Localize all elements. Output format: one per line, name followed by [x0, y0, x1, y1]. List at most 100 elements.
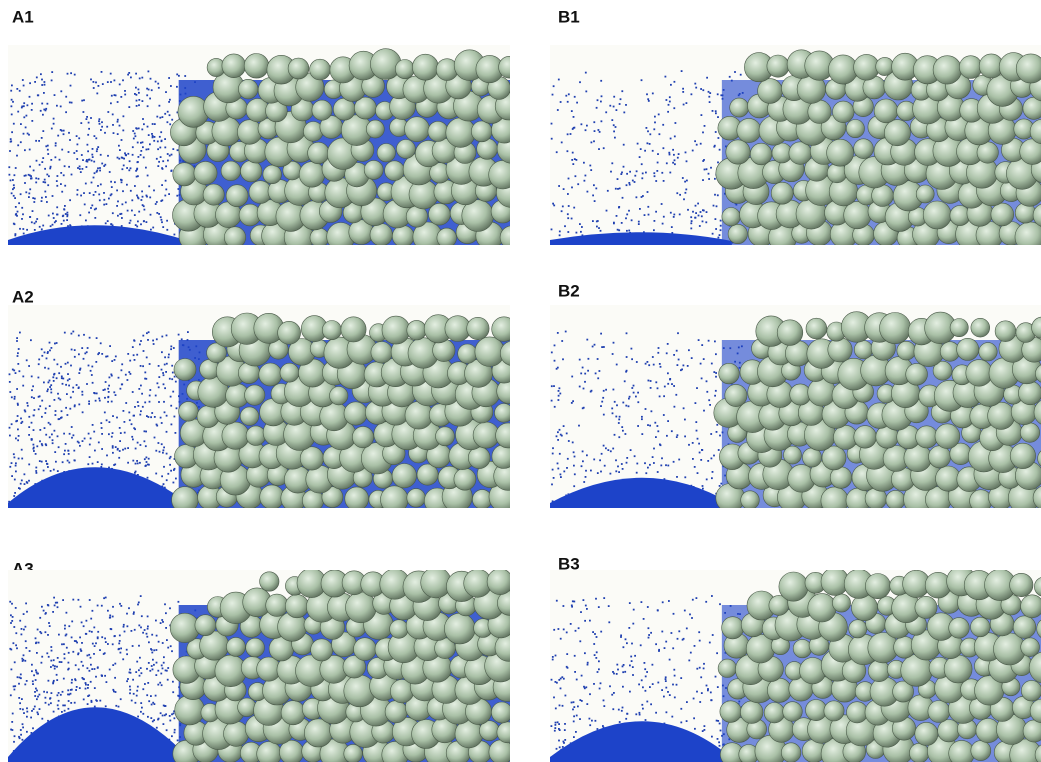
fine-particle — [119, 440, 121, 442]
fine-particle — [114, 677, 116, 679]
fine-particle — [711, 736, 713, 738]
fine-particle — [613, 673, 615, 675]
fine-particle — [127, 353, 129, 355]
fine-particle — [159, 136, 161, 138]
fine-particle — [699, 701, 701, 703]
fine-particle — [669, 379, 671, 381]
fine-particle — [112, 445, 114, 447]
coarse-sphere — [740, 701, 763, 724]
fine-particle — [118, 648, 120, 650]
fine-particle — [557, 332, 559, 334]
fine-particle — [17, 211, 19, 213]
fine-particle — [589, 718, 591, 720]
fine-particle — [34, 706, 36, 708]
fine-particle — [52, 224, 54, 226]
fine-particle — [584, 180, 586, 182]
simulation-image — [550, 45, 1041, 252]
fine-particle — [149, 98, 151, 100]
fine-particle — [637, 392, 639, 394]
fine-particle — [637, 143, 639, 145]
fine-particle — [9, 174, 11, 176]
fine-particle — [626, 332, 628, 334]
fine-particle — [128, 607, 130, 609]
fine-particle — [700, 363, 702, 365]
fine-particle — [633, 392, 635, 394]
fine-particle — [672, 647, 674, 649]
fine-particle — [659, 133, 661, 135]
fine-particle — [693, 698, 695, 700]
fine-particle — [124, 448, 126, 450]
fine-particle — [713, 205, 715, 207]
fine-particle — [41, 355, 43, 357]
fine-particle — [558, 723, 560, 725]
fine-particle — [618, 422, 620, 424]
coarse-sphere — [833, 101, 855, 123]
fine-particle — [64, 628, 66, 630]
fine-particle — [53, 711, 55, 713]
fine-particle — [110, 181, 112, 183]
fine-particle — [674, 136, 676, 138]
fine-particle — [33, 397, 35, 399]
fine-particle — [90, 117, 92, 119]
coarse-sphere — [764, 703, 784, 723]
fine-particle — [65, 407, 67, 409]
fine-particle — [150, 214, 152, 216]
fine-particle — [591, 142, 593, 144]
fine-particle — [22, 228, 24, 230]
fine-particle — [551, 229, 553, 231]
fine-particle — [665, 687, 667, 689]
fine-particle — [117, 121, 119, 123]
fine-particle — [134, 629, 136, 631]
fine-particle — [15, 462, 17, 464]
fine-particle — [44, 168, 46, 170]
coarse-sphere — [500, 341, 525, 366]
fine-particle — [74, 459, 76, 461]
fine-particle — [593, 121, 595, 123]
fine-particle — [620, 635, 622, 637]
fine-particle — [73, 152, 75, 154]
fine-particle — [579, 699, 581, 701]
fine-particle — [9, 601, 11, 603]
fine-particle — [141, 393, 143, 395]
fine-particle — [594, 344, 596, 346]
fine-particle — [110, 81, 112, 83]
fine-particle — [657, 352, 659, 354]
fine-particle — [22, 79, 24, 81]
fine-particle — [649, 133, 651, 135]
fine-particle — [643, 618, 645, 620]
fine-particle — [104, 638, 106, 640]
fine-particle — [552, 656, 554, 658]
fine-particle — [164, 195, 166, 197]
coarse-sphere — [783, 702, 803, 722]
fine-particle — [88, 365, 90, 367]
fine-particle — [155, 473, 157, 475]
fine-particle — [658, 347, 660, 349]
fine-particle — [687, 209, 689, 211]
fine-particle — [60, 417, 62, 419]
fine-particle — [13, 184, 15, 186]
fine-particle — [89, 456, 91, 458]
fine-particle — [99, 123, 101, 125]
fine-particle — [559, 746, 561, 748]
fine-particle — [165, 91, 167, 93]
fine-particle — [39, 405, 41, 407]
fine-particle — [632, 180, 634, 182]
fine-particle — [153, 343, 155, 345]
fine-particle — [136, 354, 138, 356]
fine-particle — [92, 463, 94, 465]
fine-particle — [10, 622, 12, 624]
fine-particle — [711, 595, 713, 597]
fine-particle — [43, 109, 45, 111]
coarse-sphere — [392, 464, 416, 488]
fine-particle — [41, 606, 43, 608]
fine-particle — [140, 702, 142, 704]
fine-particle — [699, 640, 701, 642]
fine-particle — [698, 339, 700, 341]
coarse-sphere — [260, 485, 284, 509]
fine-particle — [674, 675, 676, 677]
fine-particle — [147, 477, 149, 479]
fine-particle — [137, 197, 139, 199]
fine-particle — [697, 472, 699, 474]
fine-particle — [85, 688, 87, 690]
fine-particle — [656, 170, 658, 172]
